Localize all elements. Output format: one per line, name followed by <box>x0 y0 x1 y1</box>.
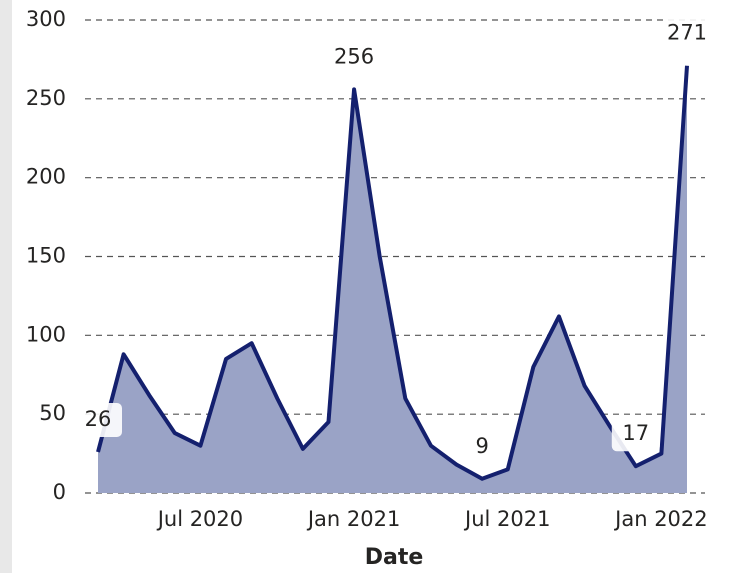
side-strip <box>0 0 12 573</box>
x-tick-label: Jan 2022 <box>613 507 708 531</box>
x-axis-title: Date <box>365 545 424 570</box>
y-tick-label: 200 <box>26 165 66 189</box>
data-label: 17 <box>622 421 649 445</box>
data-label: 9 <box>475 434 488 458</box>
line <box>96 65 689 481</box>
x-tick-label: Jul 2021 <box>463 507 550 531</box>
data-label-box <box>74 403 122 438</box>
y-tick-label: 0 <box>53 480 66 504</box>
data-label-box <box>330 40 379 75</box>
data-label: 256 <box>334 44 374 68</box>
data-label-box <box>458 429 507 464</box>
y-tick-label: 100 <box>26 322 66 346</box>
data-label: 26 <box>85 407 112 431</box>
area <box>98 65 687 494</box>
y-tick-label: 300 <box>26 7 66 31</box>
y-tick-label: 50 <box>39 401 66 425</box>
y-tick-label: 250 <box>26 86 66 110</box>
data-label: 271 <box>667 21 707 45</box>
x-tick-label: Jul 2020 <box>156 507 243 531</box>
data-label-box <box>663 16 711 51</box>
data-label-box <box>611 417 660 452</box>
x-tick-label: Jan 2021 <box>306 507 401 531</box>
y-tick-label: 150 <box>26 244 66 268</box>
